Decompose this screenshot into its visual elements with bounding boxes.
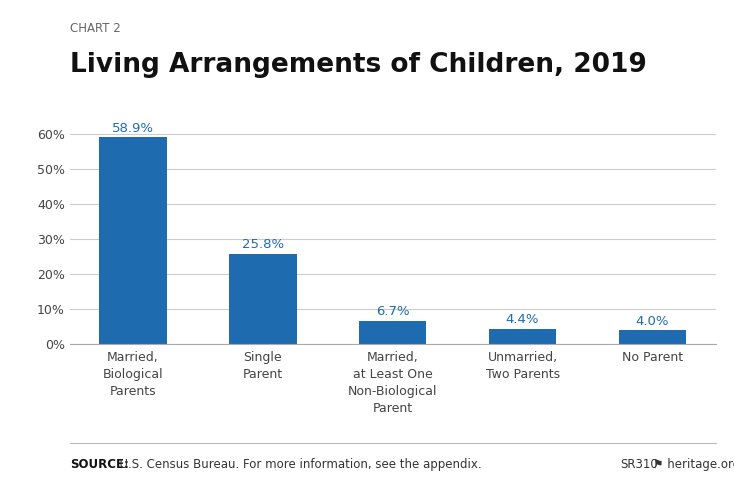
Bar bbox=[229, 254, 297, 344]
Text: 4.4%: 4.4% bbox=[506, 313, 539, 327]
Text: 58.9%: 58.9% bbox=[112, 122, 154, 135]
Bar bbox=[489, 329, 556, 344]
Text: SR310: SR310 bbox=[620, 459, 658, 471]
Text: 6.7%: 6.7% bbox=[376, 306, 410, 318]
Bar bbox=[99, 137, 167, 344]
Bar bbox=[619, 330, 686, 344]
Text: 4.0%: 4.0% bbox=[636, 315, 669, 328]
Bar bbox=[359, 321, 426, 344]
Text: ⚑ heritage.org: ⚑ heritage.org bbox=[653, 459, 734, 471]
Text: CHART 2: CHART 2 bbox=[70, 22, 120, 35]
Text: Living Arrangements of Children, 2019: Living Arrangements of Children, 2019 bbox=[70, 52, 647, 78]
Text: 25.8%: 25.8% bbox=[241, 238, 284, 251]
Text: U.S. Census Bureau. For more information, see the appendix.: U.S. Census Bureau. For more information… bbox=[112, 459, 482, 471]
Text: SOURCE:: SOURCE: bbox=[70, 459, 128, 471]
